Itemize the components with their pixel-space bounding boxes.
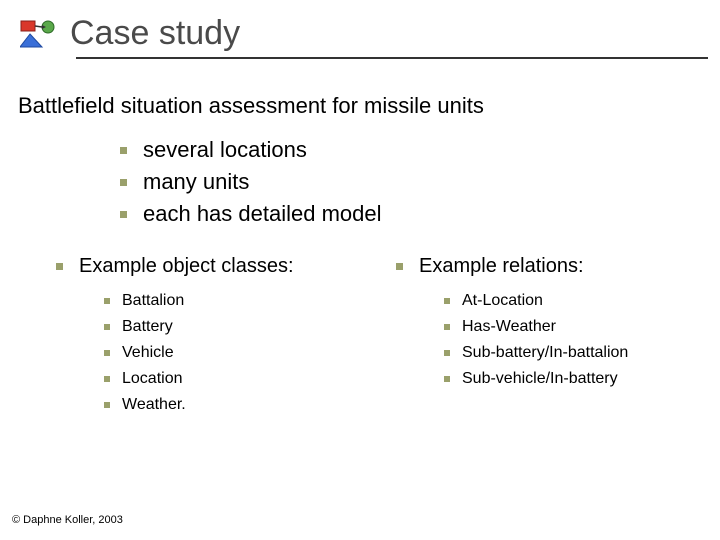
sub-list-item: At-Location <box>444 292 628 310</box>
column-heading-row: Example relations: <box>396 255 628 278</box>
bullet-icon <box>104 402 110 408</box>
sub-list-item: Has-Weather <box>444 318 628 336</box>
sub-list-item: Sub-vehicle/In-battery <box>444 370 628 388</box>
slide-header: Case study <box>0 0 720 53</box>
bullet-icon <box>56 263 63 270</box>
list-item: each has detailed model <box>120 201 720 227</box>
title-underline <box>76 57 708 59</box>
bullet-icon <box>396 263 403 270</box>
list-item-text: several locations <box>143 137 307 163</box>
list-item-text: each has detailed model <box>143 201 382 227</box>
copyright-footer: © Daphne Koller, 2003 <box>12 514 123 526</box>
bullet-icon <box>120 147 127 154</box>
bullet-icon <box>444 324 450 330</box>
bullet-icon <box>120 211 127 218</box>
sub-list-item: Battalion <box>104 292 376 310</box>
slide-subtitle: Battlefield situation assessment for mis… <box>18 93 720 119</box>
sub-item-text: Location <box>122 370 183 388</box>
sub-item-text: At-Location <box>462 292 543 310</box>
sub-list-item: Weather. <box>104 396 376 414</box>
bullet-icon <box>104 324 110 330</box>
sub-item-text: Battery <box>122 318 173 336</box>
sub-item-text: Vehicle <box>122 344 174 362</box>
bullet-icon <box>120 179 127 186</box>
logo-icon <box>20 20 58 48</box>
list-item-text: many units <box>143 169 249 195</box>
bullet-icon <box>104 350 110 356</box>
list-item: several locations <box>120 137 720 163</box>
sub-list-item: Sub-battery/In-battalion <box>444 344 628 362</box>
columns-container: Example object classes: Battalion Batter… <box>0 255 720 422</box>
sub-item-text: Sub-battery/In-battalion <box>462 344 628 362</box>
slide-title: Case study <box>70 14 240 53</box>
sub-item-text: Has-Weather <box>462 318 556 336</box>
bullet-icon <box>444 350 450 356</box>
column-heading-row: Example object classes: <box>56 255 376 278</box>
sub-list-item: Vehicle <box>104 344 376 362</box>
sub-list-item: Battery <box>104 318 376 336</box>
bullet-icon <box>444 376 450 382</box>
bullet-icon <box>444 298 450 304</box>
sub-item-text: Battalion <box>122 292 184 310</box>
top-points-list: several locations many units each has de… <box>120 137 720 227</box>
right-column: Example relations: At-Location Has-Weath… <box>396 255 628 422</box>
sub-item-text: Sub-vehicle/In-battery <box>462 370 618 388</box>
list-item: many units <box>120 169 720 195</box>
column-heading: Example relations: <box>419 255 584 278</box>
sub-item-text: Weather. <box>122 396 186 414</box>
column-heading: Example object classes: <box>79 255 294 278</box>
bullet-icon <box>104 298 110 304</box>
sub-list-item: Location <box>104 370 376 388</box>
left-column: Example object classes: Battalion Batter… <box>56 255 376 422</box>
bullet-icon <box>104 376 110 382</box>
